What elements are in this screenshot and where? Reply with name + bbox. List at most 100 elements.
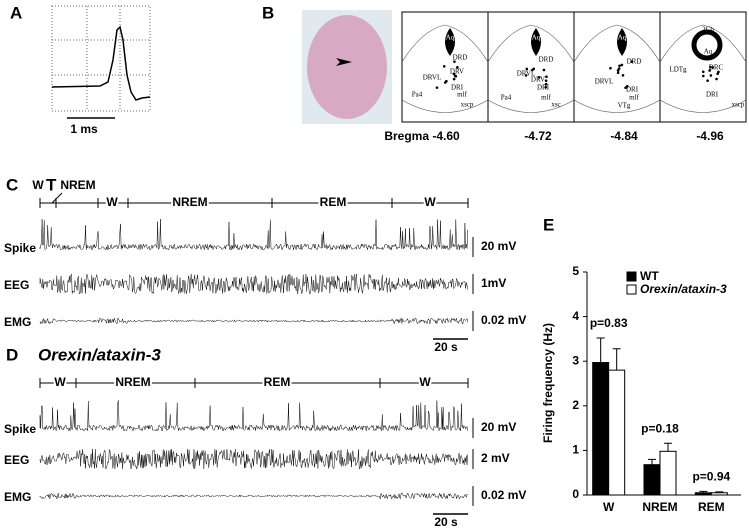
region-label: VTg	[618, 102, 631, 110]
cell-dot	[532, 67, 536, 71]
scale-label: 20 mV	[481, 239, 516, 253]
cell-dot	[525, 67, 529, 71]
region-label: DRD	[539, 56, 554, 64]
region-label: 2Cb	[702, 26, 714, 34]
bregma-label: Bregma -4.60	[384, 129, 460, 143]
cell-dot	[454, 74, 458, 78]
region-label: Pa4	[501, 94, 512, 102]
section-outline	[401, 24, 489, 113]
region-label: DRI	[626, 86, 639, 94]
y-tick-label: 3	[572, 353, 579, 367]
bar	[710, 492, 728, 496]
scale-label: 0.02 mV	[481, 488, 526, 502]
state-label: W	[419, 375, 431, 389]
trace-label: EMG	[4, 315, 31, 329]
error-bar	[612, 348, 621, 371]
x-tick-label: W	[603, 500, 615, 514]
state-label: REM	[264, 375, 291, 389]
panel-label: A	[10, 3, 22, 22]
region-label: xscp	[461, 101, 474, 109]
region-label: Aq	[618, 34, 627, 42]
bar	[643, 464, 661, 496]
region-label: DRVL	[423, 74, 442, 82]
section-outline	[573, 24, 661, 113]
region-label: DRV	[450, 68, 464, 76]
time-label: 20 s	[434, 515, 458, 529]
bregma-label: -4.72	[524, 129, 552, 143]
trace	[39, 317, 468, 325]
legend-label: WT	[640, 269, 659, 283]
section-box	[659, 11, 747, 123]
section-outline	[487, 24, 575, 113]
bar	[694, 492, 712, 496]
cell-dot	[453, 60, 456, 63]
cell-dot	[709, 65, 712, 69]
region-label: Aq	[704, 48, 713, 56]
legend-swatch	[626, 271, 637, 282]
panel-label: E	[543, 215, 554, 234]
cell-dot	[624, 86, 627, 90]
error-bar	[648, 458, 656, 465]
x-tick-label: REM	[698, 500, 725, 514]
state-label: W	[54, 375, 66, 389]
cell-dot	[442, 65, 446, 68]
y-tick-label: 2	[572, 398, 579, 412]
state-label: REM	[320, 195, 347, 209]
error-bar	[664, 442, 672, 452]
p-value: p=0.94	[692, 470, 730, 484]
cell-dot	[435, 86, 439, 89]
region-label: DRC	[709, 64, 724, 72]
trace-label: EMG	[4, 490, 31, 504]
cell-dot	[711, 66, 715, 69]
aqueduct	[445, 28, 455, 56]
state-label: W	[424, 195, 436, 209]
y-tick-label: 1	[572, 443, 579, 457]
trace	[39, 273, 468, 295]
region-label: mlf	[541, 94, 551, 102]
region-label: Aq	[446, 34, 455, 42]
state-label: NREM	[60, 178, 95, 192]
region-label: DRD	[453, 54, 468, 62]
cell-dot	[445, 79, 448, 83]
cell-dot	[452, 77, 456, 81]
state-label: NREM	[115, 375, 150, 389]
bar	[592, 362, 610, 496]
waveform-box	[51, 5, 151, 112]
error-bar	[596, 337, 605, 363]
cell-dot	[609, 66, 612, 70]
panel-label: B	[262, 3, 274, 22]
y-tick-label: 5	[572, 264, 579, 278]
region-label: LDTg	[669, 66, 687, 74]
bregma-label: -4.96	[696, 129, 724, 143]
cell-dot	[544, 85, 548, 89]
waveform	[51, 25, 151, 101]
region-label: xsc	[551, 101, 560, 109]
p-value: p=0.18	[641, 421, 679, 435]
region-label: mlf	[457, 91, 467, 99]
genotype: Orexin/ataxin-3	[38, 345, 161, 364]
trace-label: EEG	[4, 453, 29, 467]
cell-dot	[717, 70, 720, 74]
brain-slice	[307, 15, 387, 119]
cell-dot	[621, 73, 625, 77]
scale-label: 20 mV	[481, 420, 516, 434]
pointer	[51, 192, 63, 204]
trace	[39, 219, 468, 251]
state-label: W	[106, 195, 118, 209]
cell-dot	[709, 74, 713, 77]
y-axis-label: Firing frequency (Hz)	[541, 323, 555, 443]
arrowhead	[336, 58, 352, 66]
region-label: DRD	[627, 58, 642, 66]
cell-dot	[537, 76, 541, 79]
aqueduct	[531, 28, 541, 56]
state-label: W	[32, 178, 44, 192]
error-bar	[699, 490, 708, 493]
scale-label: 1mV	[481, 276, 506, 290]
cell-dot	[617, 67, 621, 70]
region-label: xscp	[732, 101, 745, 109]
genotype: WT	[30, 175, 57, 194]
cell-dot	[702, 74, 705, 78]
region-label: Aq	[532, 34, 541, 42]
bar	[659, 450, 677, 496]
